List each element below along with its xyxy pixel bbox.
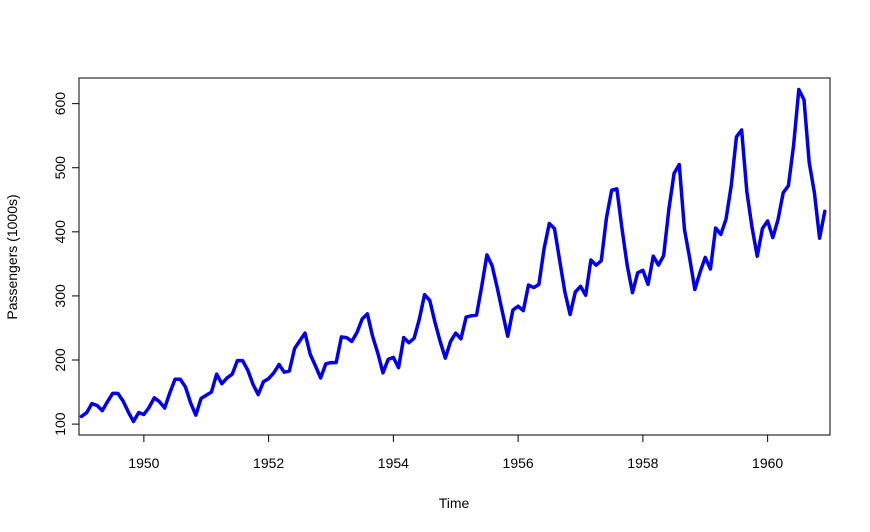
x-tick-label: 1950 <box>128 455 159 471</box>
x-tick-label: 1954 <box>378 455 409 471</box>
y-tick-label: 500 <box>52 156 68 180</box>
y-tick-label: 400 <box>52 220 68 244</box>
x-axis: 1950 1952 1954 1956 1958 1960 <box>128 434 783 471</box>
y-axis: 100 200 300 400 500 600 <box>52 92 80 436</box>
x-tick-label: 1960 <box>752 455 783 471</box>
y-axis-title: Passengers (1000s) <box>4 194 20 319</box>
y-tick-label: 200 <box>52 348 68 372</box>
y-tick-label: 600 <box>52 92 68 116</box>
x-tick-label: 1956 <box>503 455 534 471</box>
x-tick-label: 1958 <box>627 455 658 471</box>
passengers-series-line <box>79 87 827 424</box>
y-tick-label: 300 <box>52 284 68 308</box>
x-axis-title: Time <box>439 495 470 511</box>
x-tick-label: 1952 <box>253 455 284 471</box>
y-tick-label: 100 <box>52 412 68 436</box>
plot-area-frame <box>78 77 831 436</box>
